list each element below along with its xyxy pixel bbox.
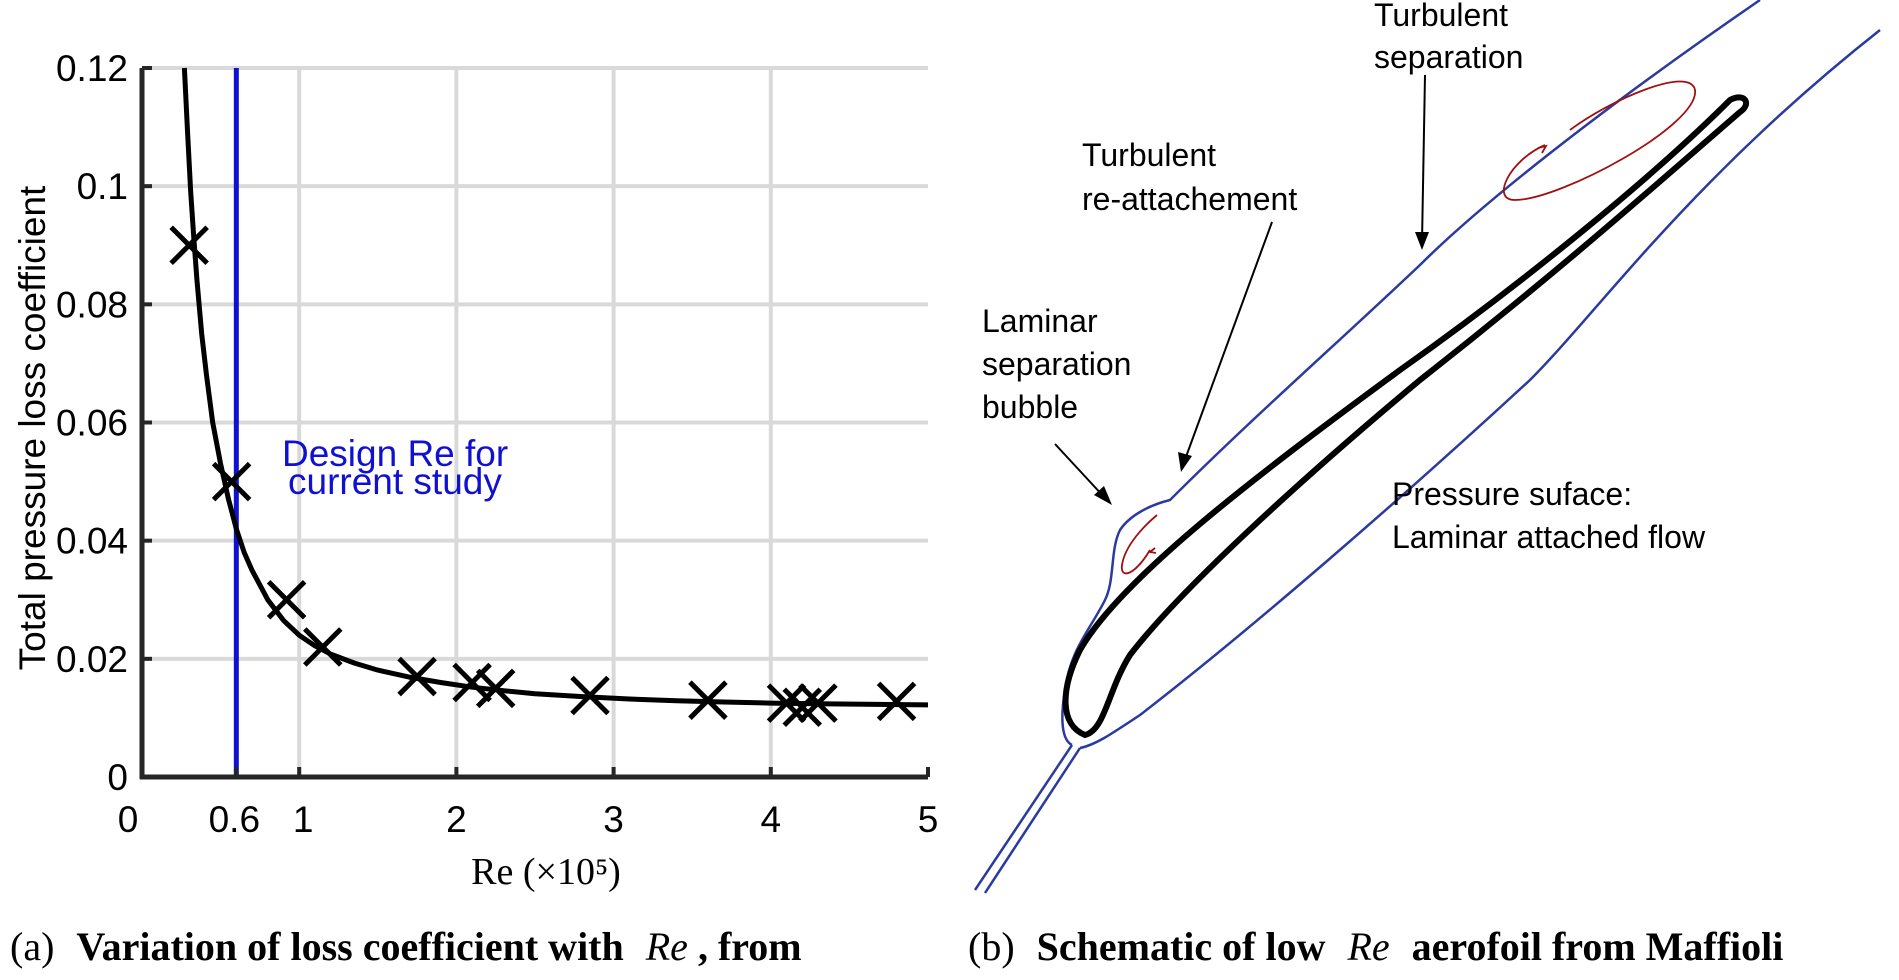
label-pressure-surface: Pressure suface: Laminar attached flow (1392, 476, 1706, 555)
y-tick-label: 0.12 (56, 48, 128, 89)
x-tick-label: 1 (293, 799, 314, 840)
caption-b-text: Schematic of low (1037, 924, 1326, 969)
caption-b-label: (b) (968, 924, 1015, 969)
aerofoil-profile (1062, 94, 1750, 739)
bubble-vortex-arrow (1147, 547, 1157, 554)
arrow-turbulent-separation (1415, 74, 1429, 250)
x-tick-label: 0.6 (209, 799, 260, 840)
y-tick-label: 0 (107, 757, 128, 798)
data-point-marker (688, 680, 728, 720)
x-axis-label: Re (×10⁵) (471, 851, 621, 893)
caption-a-label: (a) (10, 924, 54, 969)
data-point-marker (782, 687, 823, 728)
x-tick-label: 0 (118, 799, 139, 840)
x-tick-label: 2 (446, 799, 467, 840)
x-tick-label: 3 (603, 799, 624, 840)
data-point-marker (397, 656, 437, 697)
y-tick-label: 0.1 (77, 166, 128, 207)
label-turbulent-reattachment: Turbulent re-attachement (1082, 137, 1297, 217)
caption-a-after: , from (698, 924, 802, 969)
x-tick-labels: 0 0.6 1 2 3 4 5 (118, 799, 939, 840)
annotation-line: Design Re for (282, 433, 508, 474)
data-point-marker (766, 683, 807, 723)
y-tick-label: 0.04 (56, 521, 128, 562)
y-tick-label: 0.08 (56, 284, 128, 325)
data-point-marker (570, 675, 610, 716)
caption-b: (b) Schematic of low Re aerofoil from Ma… (968, 924, 1783, 969)
marker-stroke (766, 683, 807, 723)
data-point-marker (303, 627, 343, 667)
loss-fit-line (181, 67, 929, 708)
data-point-marker (798, 683, 838, 723)
y-tick-label: 0.02 (56, 639, 128, 680)
inlet-streamline-inner (983, 747, 1082, 894)
label-turbulent-separation: Turbulent separation (1374, 0, 1523, 75)
caption-a-math: Re (645, 924, 688, 969)
marker-stroke (211, 461, 252, 502)
x-tick-label: 5 (918, 799, 939, 840)
loss-chart: 0 0.6 1 2 3 4 5 0 0.02 0.04 0.06 0.08 0.1 0.12 Desig… (12, 48, 938, 893)
grid-lines (142, 66, 928, 777)
data-point-marker (475, 668, 516, 709)
caption-b-math: Re (1346, 924, 1389, 969)
pressure-side-edge (1079, 29, 1881, 750)
marker-stroke (397, 656, 437, 697)
marker-stroke (475, 668, 516, 709)
label-laminar-separation-bubble: Laminar separation bubble (982, 303, 1140, 425)
marker-stroke (303, 627, 343, 667)
marker-stroke (570, 675, 610, 716)
design-re-annotation: Design Re for current study (282, 433, 508, 502)
data-point-marker (211, 461, 252, 502)
marker-stroke (782, 687, 823, 728)
marker-stroke (798, 683, 838, 723)
inlet-streamline-outer (973, 744, 1074, 891)
marker-stroke (876, 681, 917, 722)
turbulent-separation-vortex (1503, 80, 1696, 201)
y-tick-labels: 0 0.02 0.04 0.06 0.08 0.1 0.12 (56, 48, 128, 798)
marker-stroke (169, 225, 209, 266)
caption-a: (a) Variation of loss coefficient with R… (10, 924, 802, 969)
fit-curve (181, 67, 929, 708)
x-tick-label: 4 (761, 799, 782, 840)
data-point-marker (169, 225, 209, 266)
boundary-layer-edge (1061, 0, 1761, 747)
separation-vortex-arrow (1537, 144, 1548, 154)
arrow-turbulent-reattachment (1178, 221, 1273, 472)
caption-b-after: aerofoil from Maffioli (1412, 924, 1784, 969)
marker-stroke (688, 680, 728, 720)
aerofoil-schematic: Turbulent separation Turbulent re-attach… (973, 0, 1881, 894)
data-point-marker (266, 579, 307, 620)
annotation-line: current study (288, 461, 502, 502)
marker-stroke (266, 579, 307, 620)
data-point-marker (876, 681, 917, 722)
separation-bubble-vortex (1121, 514, 1158, 575)
marker-stroke (452, 662, 492, 703)
data-point-marker (452, 662, 492, 703)
arrow-laminar-separation (1054, 443, 1112, 505)
caption-a-text: Variation of loss coefficient with (76, 924, 623, 969)
y-axis-label: Total pressure loss coefficient (12, 185, 53, 670)
axes (139, 66, 930, 780)
y-tick-label: 0.06 (56, 403, 128, 444)
measured-points (169, 225, 917, 728)
